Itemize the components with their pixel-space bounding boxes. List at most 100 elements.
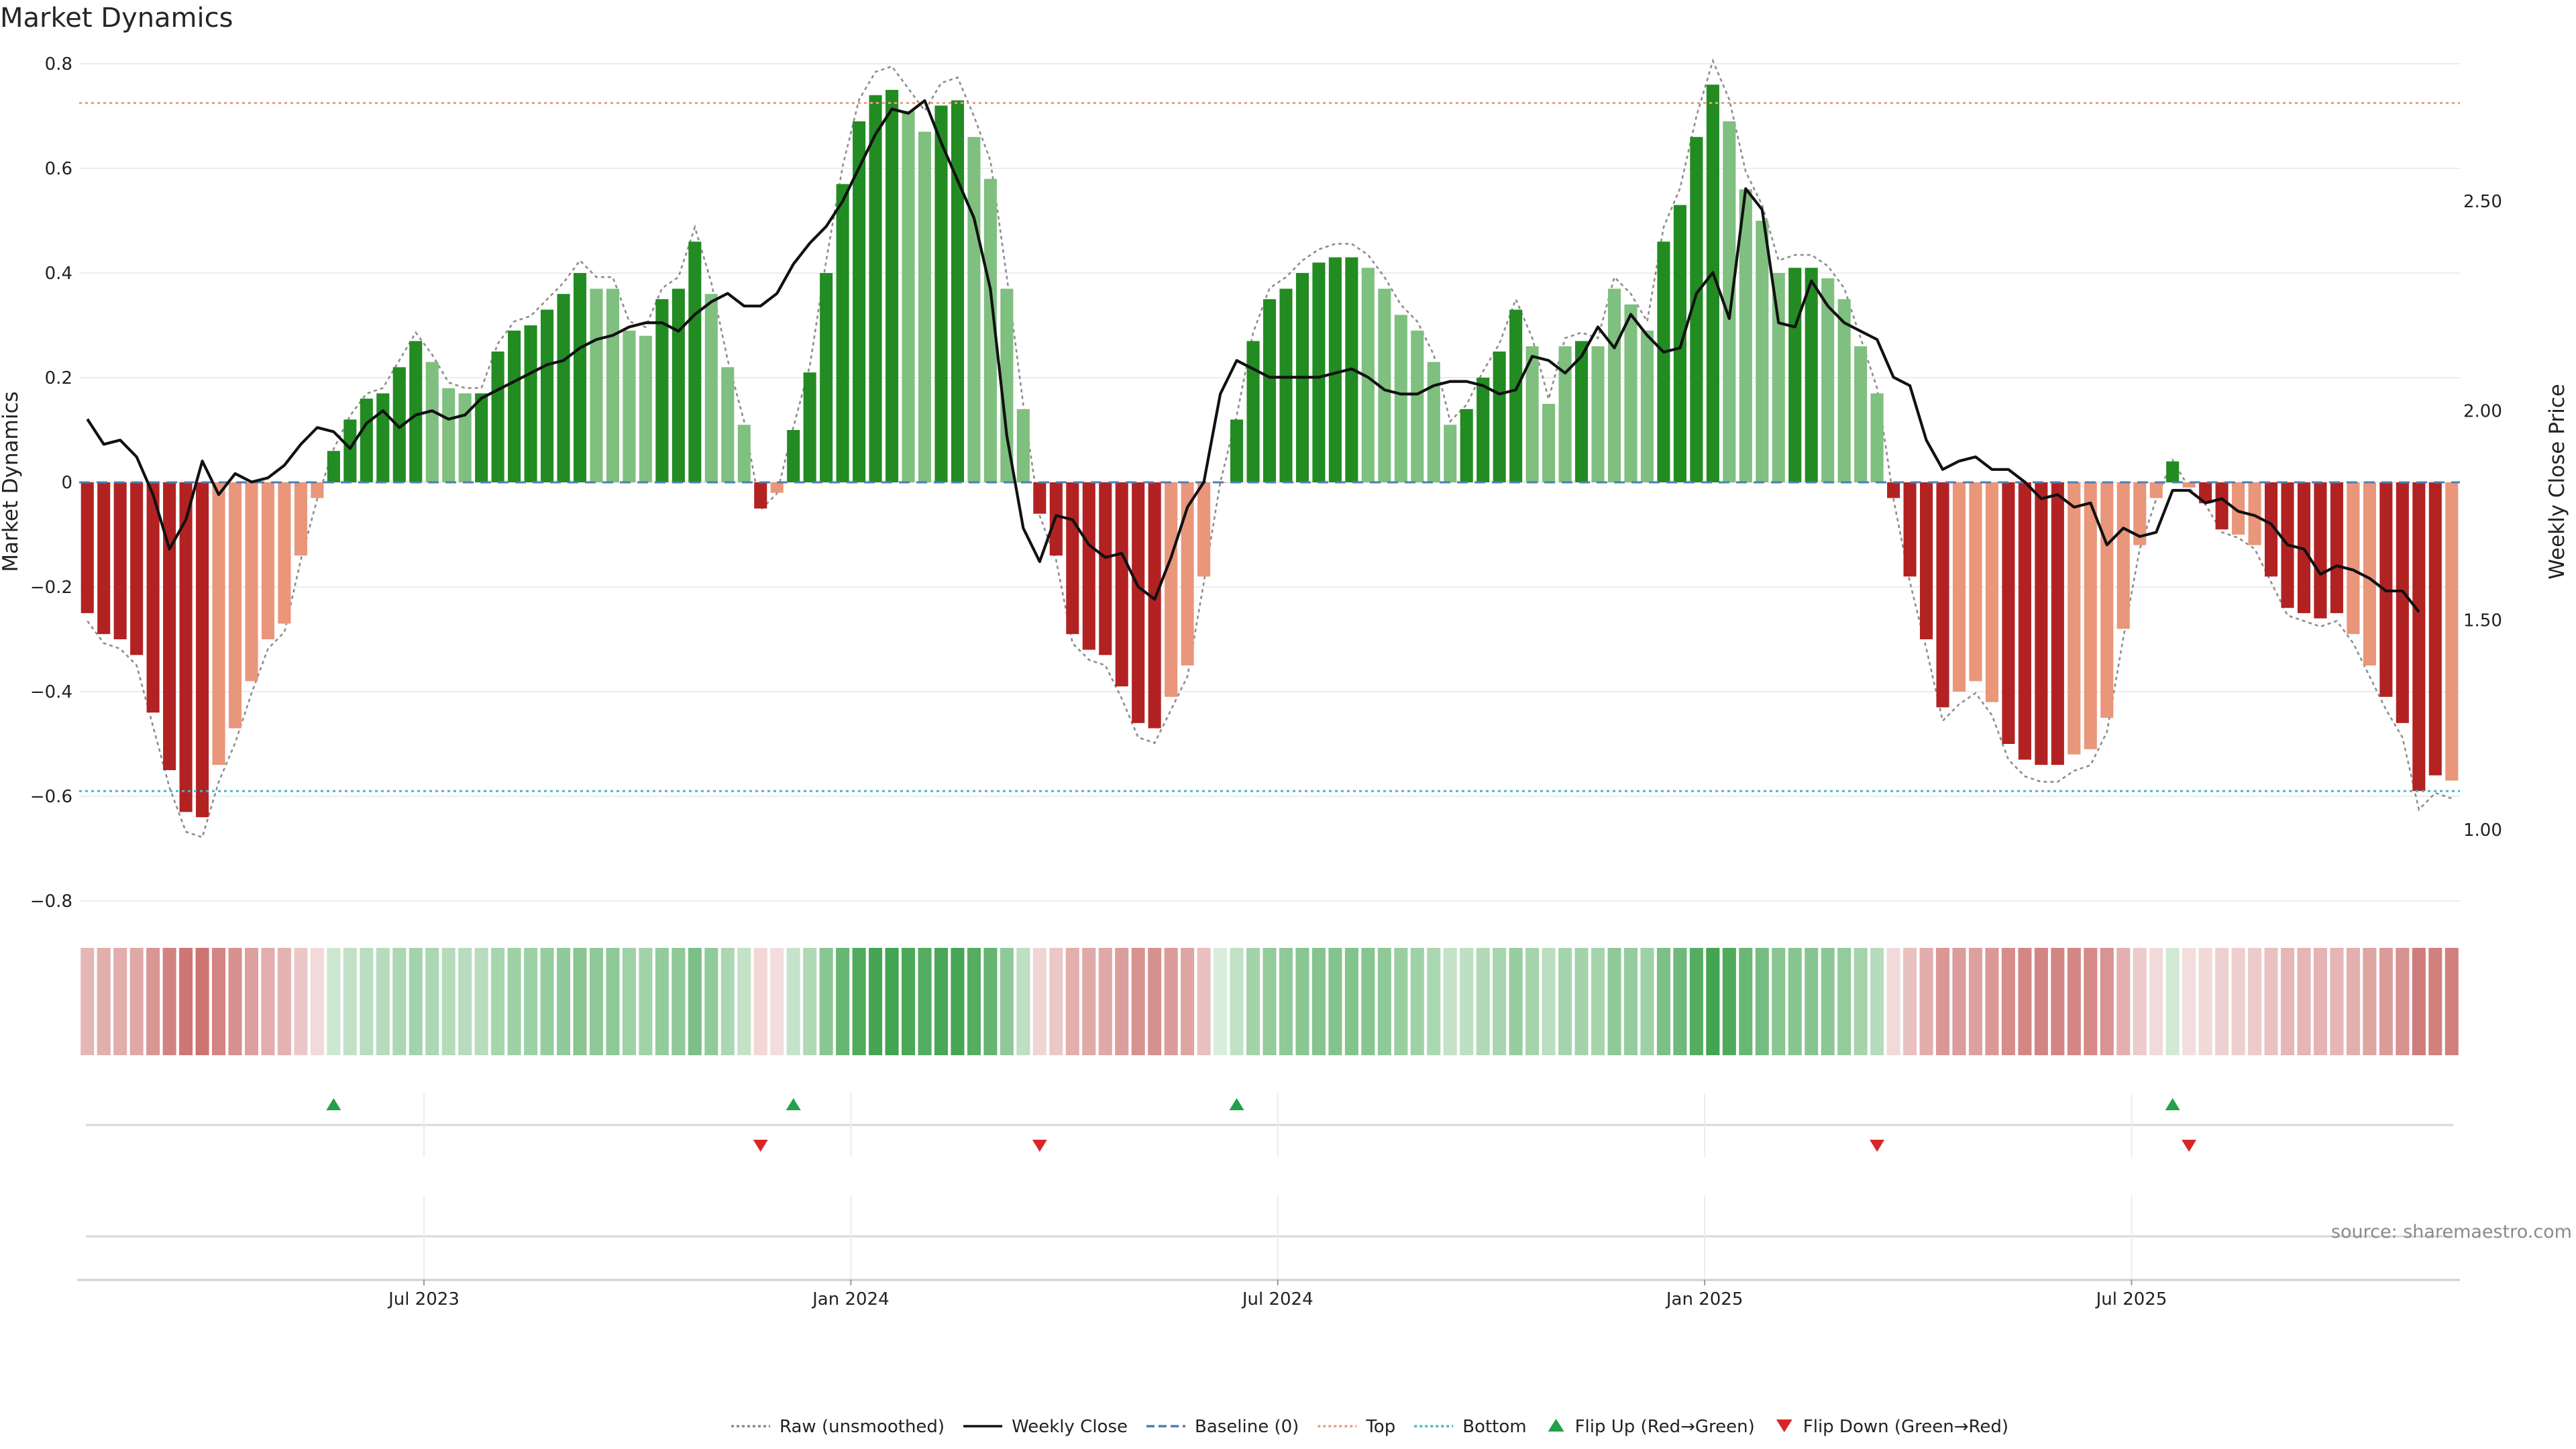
- market-dynamics-bar: [1558, 346, 1572, 482]
- heat-cell: [1214, 948, 1228, 1055]
- flip-down-marker: [753, 1140, 768, 1152]
- market-dynamics-bar: [1756, 221, 1769, 482]
- market-dynamics-bar: [2412, 482, 2426, 792]
- heat-cell: [491, 948, 505, 1055]
- heat-cell: [852, 948, 866, 1055]
- heat-cell: [1772, 948, 1786, 1055]
- market-dynamics-bar: [983, 178, 997, 482]
- legend-item: Top: [1318, 1417, 1395, 1437]
- market-dynamics-bar: [704, 294, 718, 482]
- flip-up-marker: [1229, 1098, 1244, 1110]
- heat-cell: [2034, 948, 2048, 1055]
- heat-cell: [2231, 948, 2245, 1055]
- market-dynamics-bar: [524, 325, 537, 482]
- heat-cell: [458, 948, 472, 1055]
- market-dynamics-bar: [2363, 482, 2376, 665]
- market-dynamics-bar: [639, 335, 652, 482]
- market-dynamics-bar: [688, 241, 702, 482]
- market-dynamics-bar: [1607, 288, 1621, 482]
- heat-cell: [2330, 948, 2344, 1055]
- level-lines: [79, 102, 2460, 792]
- heat-cell: [425, 948, 439, 1055]
- market-dynamics-bar: [1165, 482, 1178, 697]
- y-tick-label: −0.2: [30, 578, 72, 598]
- market-dynamics-bar: [2445, 482, 2459, 781]
- market-dynamics-bar: [245, 482, 258, 682]
- heat-cell: [2001, 948, 2015, 1055]
- market-dynamics-bar: [261, 482, 275, 639]
- heat-cell: [1854, 948, 1868, 1055]
- market-dynamics-bar: [2264, 482, 2278, 577]
- heat-cell: [261, 948, 275, 1055]
- date-tick-label: Jul 2023: [387, 1289, 460, 1309]
- heat-cell: [1689, 948, 1703, 1055]
- market-dynamics-bar: [196, 482, 209, 818]
- legend-label: Top: [1365, 1417, 1395, 1437]
- legend-item: Bottom: [1414, 1417, 1527, 1437]
- heat-cell: [2396, 948, 2410, 1055]
- market-dynamics-bar: [2002, 482, 2015, 744]
- market-dynamics-bar: [278, 482, 291, 624]
- market-dynamics-bar: [1411, 330, 1424, 482]
- market-dynamics-bar: [212, 482, 225, 765]
- flip-up-marker: [2165, 1098, 2180, 1110]
- heat-cell: [2248, 948, 2262, 1055]
- market-dynamics-bar: [803, 372, 816, 482]
- market-dynamics-bar: [1181, 482, 1194, 665]
- market-dynamics-bar: [1328, 257, 1342, 482]
- legend-item: Weekly Close: [963, 1417, 1128, 1437]
- heat-cell: [737, 948, 751, 1055]
- heat-cell: [474, 948, 488, 1055]
- market-dynamics-bar: [327, 451, 340, 482]
- heat-cell: [819, 948, 833, 1055]
- market-dynamics-bar: [1509, 309, 1523, 482]
- y2-tick-label: 1.50: [2463, 611, 2502, 631]
- market-dynamics-bar: [902, 111, 915, 482]
- market-dynamics-bar: [2347, 482, 2360, 635]
- heat-cell: [1098, 948, 1112, 1055]
- market-dynamics-bar: [1427, 362, 1440, 482]
- heat-cell: [1344, 948, 1358, 1055]
- heat-cell: [655, 948, 669, 1055]
- y-axis-ticks: 0.8 0.6 0.4 0.2 0 −0.2 −0.4 −0.6 −0.8: [30, 54, 72, 912]
- market-dynamics-bar: [754, 482, 767, 508]
- market-dynamics-bar: [1919, 482, 1933, 639]
- y-tick-label: 0.6: [45, 159, 72, 179]
- heat-cell: [1082, 948, 1096, 1055]
- heat-cell: [1197, 948, 1211, 1055]
- heat-cell: [573, 948, 587, 1055]
- heat-cell: [1509, 948, 1523, 1055]
- heat-cell: [2051, 948, 2065, 1055]
- heat-cell: [1788, 948, 1802, 1055]
- heat-cell: [885, 948, 899, 1055]
- heat-cell: [1148, 948, 1162, 1055]
- heat-cell: [1246, 948, 1260, 1055]
- heat-cell: [1886, 948, 1900, 1055]
- market-dynamics-bar: [508, 330, 521, 482]
- market-dynamics-bar: [1033, 482, 1046, 514]
- heat-cell: [1410, 948, 1424, 1055]
- heat-cell: [2280, 948, 2295, 1055]
- heat-cell: [2346, 948, 2360, 1055]
- market-dynamics-bar: [623, 330, 636, 482]
- legend-swatch: [1548, 1419, 1564, 1432]
- heat-cell: [1164, 948, 1178, 1055]
- date-tick-label: Jul 2024: [1241, 1289, 1313, 1309]
- heat-cell: [672, 948, 686, 1055]
- y2-tick-label: 2.50: [2463, 192, 2502, 212]
- market-dynamics-bar: [360, 398, 373, 482]
- heat-cell: [1968, 948, 1982, 1055]
- heat-cell: [589, 948, 604, 1055]
- heat-cell: [1361, 948, 1375, 1055]
- heat-cell: [1574, 948, 1589, 1055]
- heat-cell: [360, 948, 374, 1055]
- market-dynamics-bar: [1099, 482, 1112, 655]
- heat-cell: [2363, 948, 2377, 1055]
- market-dynamics-bar: [2232, 482, 2245, 535]
- market-dynamics-bar: [2100, 482, 2114, 718]
- heat-cell: [441, 948, 455, 1055]
- market-dynamics-bar: [1230, 419, 1244, 482]
- heat-cell: [376, 948, 390, 1055]
- market-dynamics-bar: [951, 100, 965, 483]
- market-dynamics-bar: [343, 419, 357, 482]
